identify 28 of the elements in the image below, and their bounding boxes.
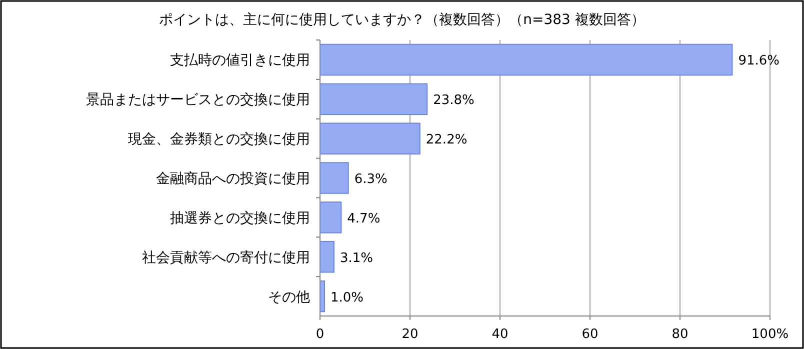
y-tick-label: 支払時の値引きに使用 <box>170 52 310 69</box>
data-label: 4.7% <box>347 211 380 226</box>
x-tick-label: 60 <box>582 327 598 342</box>
y-tick-label: 現金、金券類との交換に使用 <box>128 132 310 148</box>
chart-title: ポイントは、主に何に使用していますか？（複数回答）（n=383 複数回答） <box>159 12 645 28</box>
y-tick-label: 社会貢献等への寄付に使用 <box>142 250 310 266</box>
data-label: 23.8% <box>433 93 474 108</box>
data-label: 22.2% <box>426 132 468 148</box>
data-label: 6.3% <box>354 172 388 187</box>
bar <box>320 280 325 312</box>
data-label: 1.0% <box>330 290 364 306</box>
bar <box>320 202 342 234</box>
x-tick-label: 80 <box>672 327 688 342</box>
data-label: 3.1% <box>340 250 373 266</box>
x-tick-label: 20 <box>402 327 418 342</box>
bar <box>320 83 428 116</box>
bar <box>320 240 334 273</box>
bar <box>320 44 733 76</box>
y-tick-label: 景品またはサービスとの交換に使用 <box>86 92 310 108</box>
y-tick-label: その他 <box>268 289 310 306</box>
x-tick-label: 0 <box>316 327 324 342</box>
x-tick-label: 100% <box>751 327 789 342</box>
bar <box>320 122 420 154</box>
y-tick-label: 金融商品への投資に使用 <box>156 171 310 187</box>
data-label: 91.6% <box>738 54 780 69</box>
bar <box>320 162 349 194</box>
x-tick-label: 40 <box>492 327 508 342</box>
y-tick-label: 抽選券との交換に使用 <box>170 210 310 226</box>
